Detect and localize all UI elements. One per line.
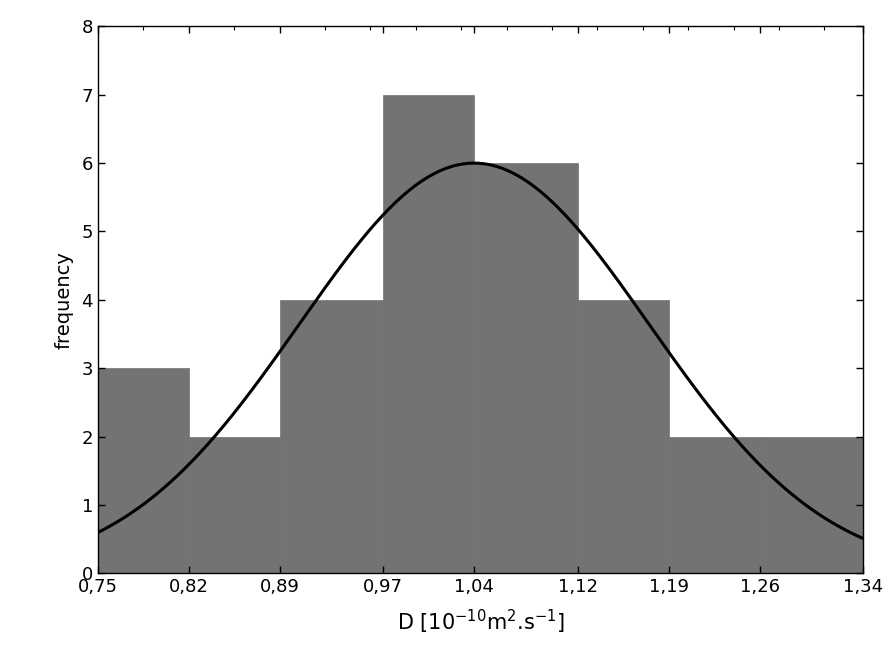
Y-axis label: frequency: frequency	[54, 251, 73, 349]
X-axis label: D [10$^{-10}$m$^{2}$.s$^{-1}$]: D [10$^{-10}$m$^{2}$.s$^{-1}$]	[397, 608, 564, 635]
Bar	[98, 368, 189, 573]
Bar	[189, 436, 279, 573]
Bar	[474, 163, 578, 573]
Bar	[279, 300, 384, 573]
Bar	[578, 300, 668, 573]
Bar	[759, 436, 863, 573]
Bar	[384, 95, 474, 573]
Bar	[668, 436, 759, 573]
